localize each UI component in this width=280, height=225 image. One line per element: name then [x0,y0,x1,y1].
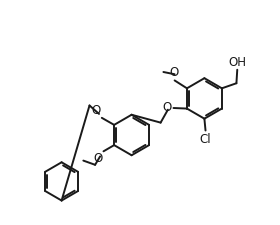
Text: Cl: Cl [200,133,211,146]
Text: OH: OH [228,56,246,69]
Text: O: O [93,153,102,165]
Text: O: O [169,66,179,79]
Text: O: O [163,101,172,114]
Text: O: O [91,104,100,117]
